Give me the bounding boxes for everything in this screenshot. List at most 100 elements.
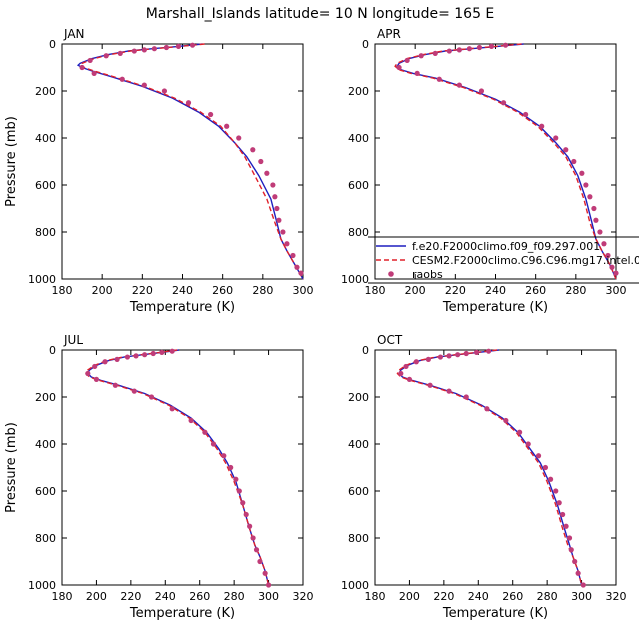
y-tick-label: 0 xyxy=(49,38,56,51)
y-tick-label: 600 xyxy=(35,179,56,192)
x-tick-label: 200 xyxy=(92,284,113,297)
raobs-point xyxy=(446,48,452,54)
y-tick-label: 400 xyxy=(35,438,56,451)
series-line-cesm2 xyxy=(78,43,304,280)
x-tick-label: 220 xyxy=(132,284,153,297)
raobs-point xyxy=(141,47,147,53)
legend-label: CESM2.F2000climo.C96.C96.mg17.intel.0 xyxy=(412,254,639,267)
raobs-point xyxy=(290,252,296,259)
legend-swatch-dot xyxy=(388,271,394,277)
raobs-point xyxy=(151,46,157,52)
raobs-point xyxy=(262,570,268,576)
raobs-point xyxy=(265,582,272,588)
raobs-point xyxy=(432,50,438,57)
raobs-point xyxy=(224,123,230,129)
raobs-point xyxy=(613,270,619,276)
raobs-point xyxy=(403,363,409,370)
panel-title: APR xyxy=(377,27,401,41)
x-tick-label: 200 xyxy=(86,590,107,603)
raobs-point xyxy=(556,500,562,506)
raobs-point xyxy=(456,82,462,88)
panel-title: JAN xyxy=(63,27,85,41)
raobs-point xyxy=(298,270,304,276)
x-tick-label: 280 xyxy=(537,590,558,603)
panel-title: OCT xyxy=(377,333,403,347)
raobs-point xyxy=(85,370,91,377)
figure-title: Marshall_Islands latitude= 10 N longitud… xyxy=(146,6,495,22)
x-axis-label: Temperature (K) xyxy=(442,300,548,315)
raobs-point xyxy=(517,429,523,435)
raobs-point xyxy=(253,547,260,553)
raobs-point xyxy=(163,44,170,51)
raobs-point xyxy=(270,182,276,188)
raobs-point xyxy=(228,464,234,471)
y-tick-label: 600 xyxy=(348,485,369,498)
raobs-point xyxy=(583,182,589,188)
x-tick-label: 260 xyxy=(525,284,546,297)
raobs-point xyxy=(294,264,300,270)
y-tick-label: 1000 xyxy=(341,579,369,592)
raobs-point xyxy=(243,511,249,518)
raobs-point xyxy=(272,194,278,200)
raobs-point xyxy=(131,388,137,394)
panel-jul: JUL 180 200 220 240 260 280 300 320 0 200 400 600 800… xyxy=(4,333,314,621)
raobs-point xyxy=(236,488,242,494)
raobs-point xyxy=(463,350,469,357)
raobs-point xyxy=(436,76,442,82)
x-tick-label: 300 xyxy=(293,284,314,297)
x-axis-label: Temperature (K) xyxy=(129,606,235,621)
raobs-point xyxy=(484,406,490,412)
raobs-point xyxy=(560,511,566,518)
y-tick-label: 0 xyxy=(362,38,369,51)
x-tick-label: 300 xyxy=(258,590,279,603)
raobs-point xyxy=(91,70,97,76)
legend-label: f.e20.F2000climo.f09_f09.297.001 xyxy=(412,240,600,253)
y-tick-label: 400 xyxy=(35,132,56,145)
x-tick-label: 220 xyxy=(120,590,141,603)
legend-label: raobs xyxy=(412,268,443,281)
raobs-point xyxy=(117,50,123,57)
raobs-point xyxy=(414,70,420,76)
raobs-point xyxy=(131,48,137,54)
raobs-point xyxy=(446,388,452,394)
raobs-point xyxy=(79,64,85,71)
x-tick-label: 260 xyxy=(212,284,233,297)
x-tick-label: 320 xyxy=(293,590,314,603)
raobs-point xyxy=(553,135,559,141)
x-tick-label: 240 xyxy=(468,590,489,603)
raobs-point xyxy=(571,158,577,165)
x-tick-label: 260 xyxy=(502,590,523,603)
raobs-point xyxy=(102,359,108,365)
raobs-point xyxy=(455,352,461,358)
raobs-point xyxy=(250,535,256,541)
raobs-point xyxy=(575,570,581,576)
raobs-point xyxy=(478,88,485,94)
raobs-point xyxy=(523,111,529,118)
y-tick-label: 0 xyxy=(362,344,369,357)
raobs-point xyxy=(189,42,196,48)
raobs-point xyxy=(446,353,452,359)
raobs-point xyxy=(427,382,433,388)
raobs-point xyxy=(133,353,139,359)
raobs-point xyxy=(463,394,469,400)
raobs-point xyxy=(274,205,280,212)
x-tick-label: 180 xyxy=(365,284,386,297)
x-tick-label: 240 xyxy=(155,590,176,603)
x-tick-label: 280 xyxy=(565,284,586,297)
x-axis-label: Temperature (K) xyxy=(442,606,548,621)
x-tick-label: 260 xyxy=(189,590,210,603)
raobs-point xyxy=(284,241,290,247)
y-tick-label: 600 xyxy=(348,179,369,192)
x-tick-label: 200 xyxy=(399,590,420,603)
y-tick-label: 800 xyxy=(348,532,369,545)
raobs-point xyxy=(418,53,424,59)
raobs-point xyxy=(210,441,217,447)
raobs-point xyxy=(466,46,472,52)
raobs-point xyxy=(563,523,569,529)
y-tick-label: 400 xyxy=(348,132,369,145)
raobs-point xyxy=(502,42,509,48)
panel-oct: OCT 180 200 220 240 260 280 300 320 0 200 400 600 800… xyxy=(341,333,627,621)
raobs-point xyxy=(396,64,402,71)
raobs-point xyxy=(525,441,531,447)
x-tick-label: 320 xyxy=(606,590,627,603)
